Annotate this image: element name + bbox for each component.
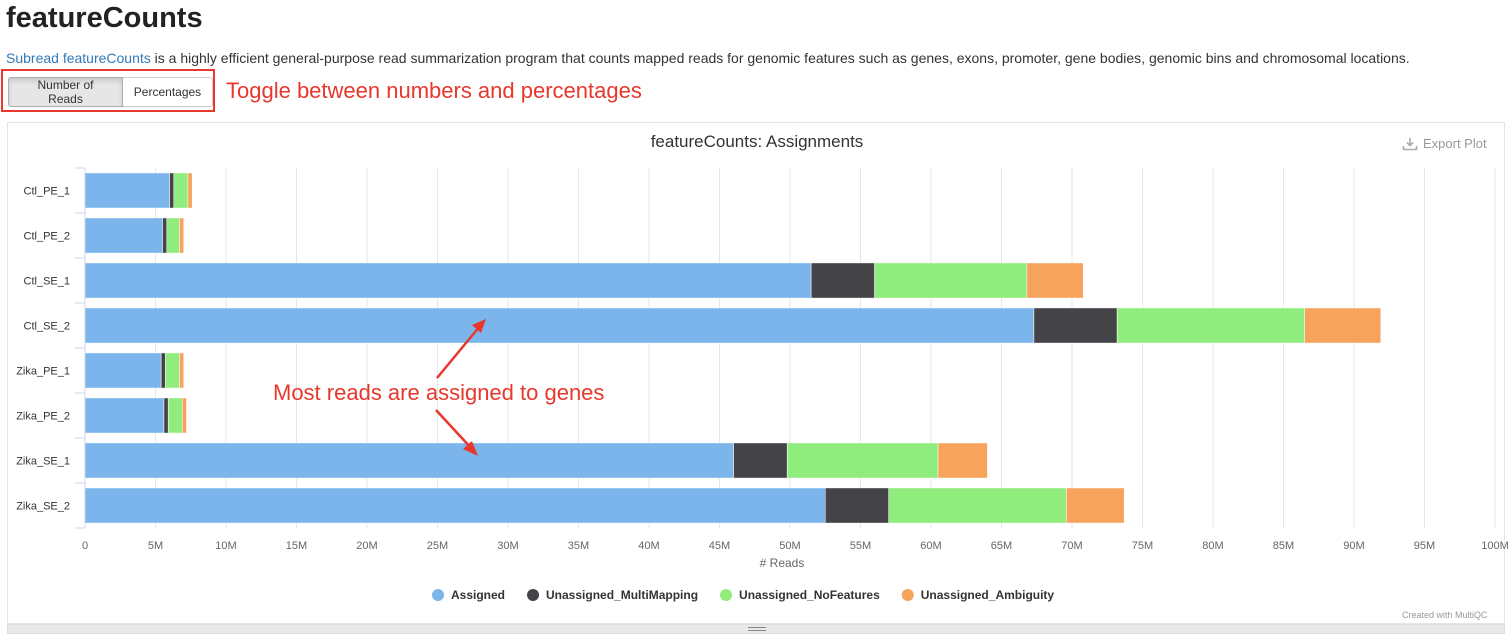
resize-grip-icon	[748, 627, 766, 631]
page-title: featureCounts	[6, 2, 203, 34]
export-plot-label: Export Plot	[1423, 136, 1487, 151]
export-plot-button[interactable]: Export Plot	[1402, 136, 1487, 151]
intro-text: is a highly efficient general-purpose re…	[150, 50, 1410, 66]
intro-paragraph: Subread featureCounts is a highly effici…	[6, 49, 1501, 67]
number-of-reads-button[interactable]: Number of Reads	[8, 77, 123, 107]
reads-percent-toggle: Number of Reads Percentages	[8, 77, 213, 107]
plot-container	[7, 122, 1505, 624]
plot-resize-handle[interactable]	[7, 624, 1505, 634]
percentages-button[interactable]: Percentages	[123, 77, 213, 107]
download-icon	[1402, 137, 1418, 150]
toggle-annotation: Toggle between numbers and percentages	[226, 78, 642, 103]
multiqc-credit: Created with MultiQC	[1402, 610, 1488, 620]
subread-link[interactable]: Subread featureCounts	[6, 50, 151, 66]
toggle-highlight-box	[1, 69, 215, 112]
